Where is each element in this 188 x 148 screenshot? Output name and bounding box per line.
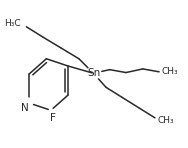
Text: N: N [21, 103, 29, 113]
Text: CH₃: CH₃ [158, 116, 174, 124]
Text: CH₃: CH₃ [162, 67, 178, 76]
Text: H₃C: H₃C [4, 19, 21, 28]
Text: F: F [50, 113, 56, 123]
Text: Sn: Sn [88, 68, 101, 78]
